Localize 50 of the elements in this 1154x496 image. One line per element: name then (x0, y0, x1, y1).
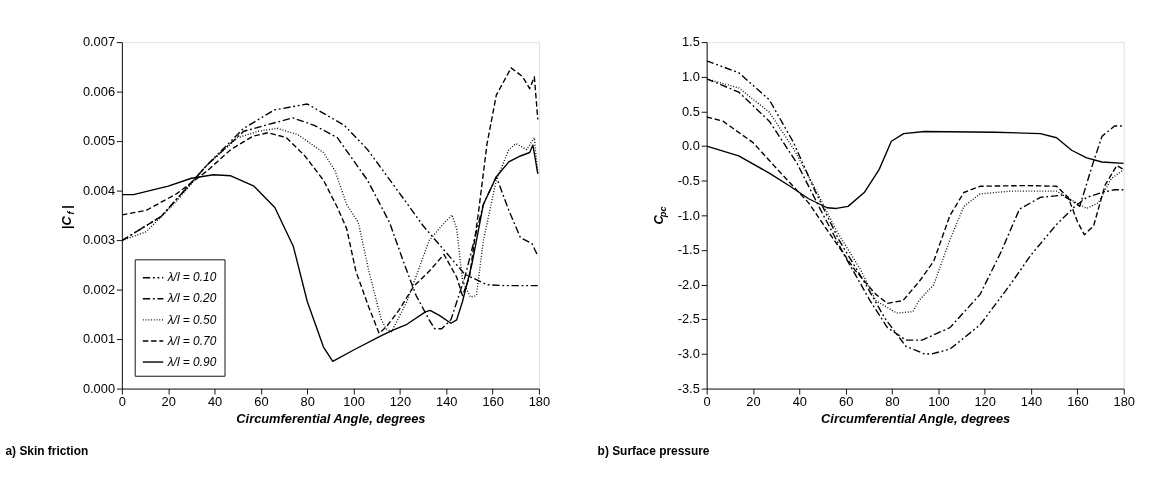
x-tick-label: 20 (746, 394, 761, 410)
x-tick-label: 20 (161, 394, 176, 410)
y-axis-title: Cpc (650, 206, 669, 225)
y-tick-label: 0.0 (681, 138, 700, 154)
y-tick-label: -2.0 (677, 276, 700, 292)
y-tick-label: 1.5 (681, 34, 700, 50)
y-tick-label: 0.002 (82, 281, 116, 297)
x-tick-label: 0 (703, 394, 711, 410)
y-tick-label: -1.5 (677, 242, 700, 258)
y-tick-label: 0.001 (82, 331, 116, 347)
x-tick-label: 160 (1067, 394, 1089, 410)
y-tick-label: -3.5 (677, 380, 700, 396)
y-tick-label: 1.0 (681, 68, 700, 84)
x-tick-label: 180 (528, 394, 551, 410)
y-tick-label: 0.004 (82, 182, 116, 198)
x-tick-label: 0 (118, 394, 126, 410)
legend-label: λ/l = 0.90 (166, 354, 217, 369)
x-tick-label: 60 (839, 394, 854, 410)
y-tick-label: -1.0 (677, 207, 700, 223)
y-tick-label: -3.0 (677, 346, 700, 362)
y-tick-label: 0.007 (82, 34, 116, 50)
x-axis-title: Circumferential Angle, degrees (821, 410, 1011, 426)
y-tick-label: 0.5 (681, 103, 700, 119)
legend-label: λ/l = 0.10 (166, 270, 217, 285)
text: a) Skin friction (5, 443, 89, 458)
x-tick-label: 140 (1020, 394, 1043, 410)
x-tick-label: 80 (300, 394, 315, 410)
y-axis-title: |Cf| (58, 205, 77, 230)
x-axis-title: Circumferential Angle, degrees (236, 410, 426, 426)
x-tick-label: 120 (389, 394, 412, 410)
x-tick-label: 40 (792, 394, 807, 410)
legend-label: λ/l = 0.20 (166, 291, 217, 306)
x-tick-label: 120 (974, 394, 996, 410)
legend-label: λ/l = 0.50 (166, 312, 217, 327)
y-tick-label: 0.003 (82, 232, 116, 248)
x-tick-label: 100 (928, 394, 950, 410)
y-tick-label: 0.005 (82, 133, 116, 149)
x-tick-label: 180 (1113, 394, 1135, 410)
x-tick-label: 100 (343, 394, 365, 410)
y-tick-label: -0.5 (677, 172, 700, 188)
x-tick-label: 80 (885, 394, 900, 410)
text: b) Surface pressure (597, 443, 710, 458)
x-tick-label: 140 (436, 394, 458, 410)
y-tick-label: 0.000 (82, 380, 116, 396)
x-tick-label: 60 (254, 394, 269, 410)
y-tick-label: 0.006 (82, 83, 116, 99)
x-tick-label: 40 (207, 394, 223, 410)
legend-label: λ/l = 0.70 (166, 333, 217, 348)
y-tick-label: -2.5 (677, 311, 700, 327)
x-tick-label: 160 (482, 394, 504, 410)
